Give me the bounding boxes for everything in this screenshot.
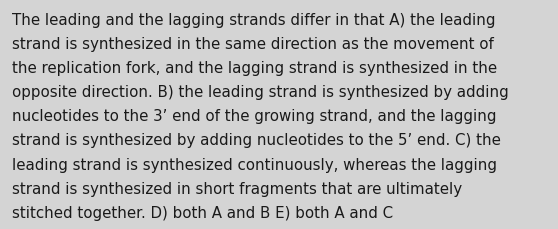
Text: stitched together. D) both A and B E) both A and C: stitched together. D) both A and B E) bo… (12, 205, 393, 220)
Text: opposite direction. B) the leading strand is synthesized by adding: opposite direction. B) the leading stran… (12, 85, 509, 100)
Text: the replication fork, and the lagging strand is synthesized in the: the replication fork, and the lagging st… (12, 61, 497, 76)
Text: leading strand is synthesized continuously, whereas the lagging: leading strand is synthesized continuous… (12, 157, 497, 172)
Text: strand is synthesized by adding nucleotides to the 5’ end. C) the: strand is synthesized by adding nucleoti… (12, 133, 501, 148)
Text: strand is synthesized in short fragments that are ultimately: strand is synthesized in short fragments… (12, 181, 463, 196)
Text: strand is synthesized in the same direction as the movement of: strand is synthesized in the same direct… (12, 37, 494, 52)
Text: nucleotides to the 3’ end of the growing strand, and the lagging: nucleotides to the 3’ end of the growing… (12, 109, 497, 124)
Text: The leading and the lagging strands differ in that A) the leading: The leading and the lagging strands diff… (12, 13, 496, 27)
